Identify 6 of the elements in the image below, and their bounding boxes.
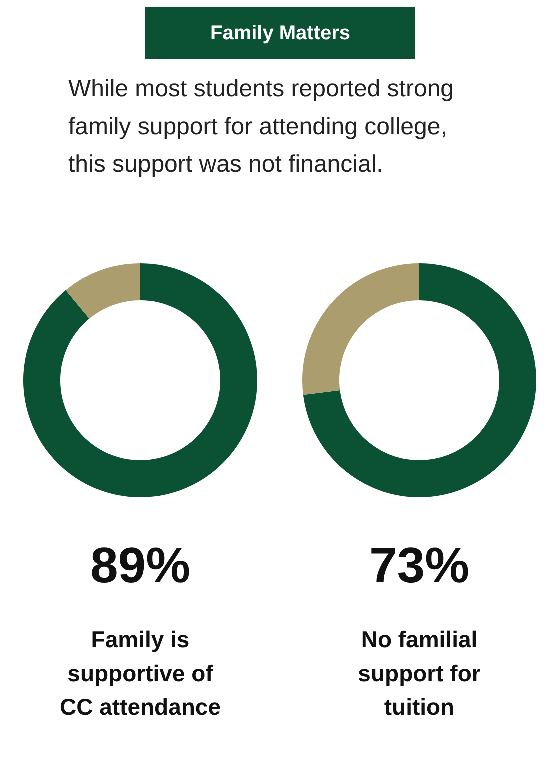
text: Family Matters (210, 22, 351, 44)
text: While most students reported strong family support for attending college, this support was not financial. (68, 76, 454, 178)
text: No familial support for tuition (358, 626, 481, 720)
data-label: 73% (369, 538, 470, 594)
data-label: 89% (90, 538, 191, 594)
text: Family is supportive of CC attendance (60, 626, 222, 720)
